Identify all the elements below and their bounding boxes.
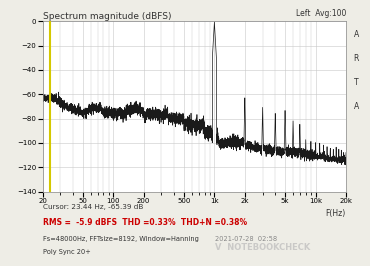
Text: A: A <box>354 30 359 39</box>
Text: Poly Sync 20+: Poly Sync 20+ <box>43 249 90 255</box>
Text: A: A <box>354 102 359 111</box>
Text: F(Hz): F(Hz) <box>326 209 346 218</box>
Text: Spectrum magnitude (dBFS): Spectrum magnitude (dBFS) <box>43 11 171 20</box>
Text: T: T <box>354 78 358 87</box>
Text: Fs=48000Hz, FFTsize=8192, Window=Hanning: Fs=48000Hz, FFTsize=8192, Window=Hanning <box>43 236 198 242</box>
Text: R: R <box>354 54 359 63</box>
Text: 2021-07-28  02:58: 2021-07-28 02:58 <box>215 236 277 242</box>
Text: Left  Avg:100: Left Avg:100 <box>296 9 346 18</box>
Text: RMS =  -5.9 dBFS  THD =0.33%  THD+N =0.38%: RMS = -5.9 dBFS THD =0.33% THD+N =0.38% <box>43 218 247 227</box>
Text: V  NOTEBOOKCHECK: V NOTEBOOKCHECK <box>215 243 310 252</box>
Text: Cursor: 23.44 Hz, -65.39 dB: Cursor: 23.44 Hz, -65.39 dB <box>43 204 143 210</box>
